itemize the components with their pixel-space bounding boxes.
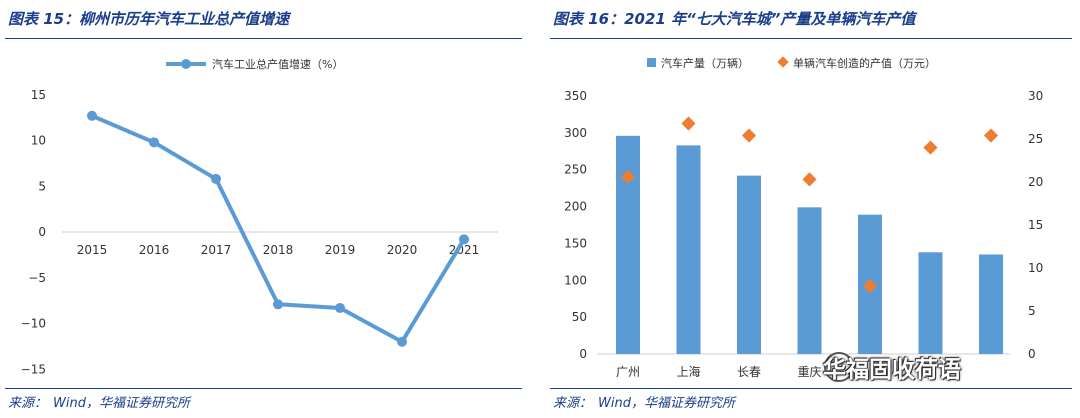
y-tick-label: 0 <box>38 225 46 239</box>
x-tick-label: 2020 <box>387 243 418 257</box>
figure-16-panel: 图表 16：2021 年“七大汽车城”产量及单辆汽车产值 汽车产量（万辆） 单辆汽… <box>545 0 1080 418</box>
figure-15-source: 来源： Wind，华福证券研究所 <box>8 392 196 411</box>
legend-diamond-swatch <box>777 56 789 68</box>
x-tick-label: 2016 <box>139 243 170 257</box>
production-bar <box>737 175 761 354</box>
x-tick-label: 2015 <box>77 243 108 257</box>
source-label: 来源： <box>8 396 48 411</box>
y2-tick-label: 15 <box>1028 218 1043 232</box>
growth-line-chart: 汽车工业总产值增速（%） 15 10 5 0 −5 −10 −15 2015 2016 2017 20… <box>21 57 498 376</box>
production-bar <box>918 252 943 354</box>
y-tick-label: −10 <box>21 317 46 331</box>
x-tick-label: 长春 <box>737 365 761 379</box>
legend-label: 单辆汽车创造的产值（万元） <box>793 56 936 70</box>
growth-data-point <box>459 234 469 245</box>
y2-tick-label: 0 <box>1028 347 1036 361</box>
y-tick-label: 15 <box>31 88 46 102</box>
wechat-logo-icon <box>824 352 854 382</box>
y2-tick-label: 5 <box>1028 304 1036 318</box>
legend-label: 汽车产量（万辆） <box>661 56 749 70</box>
growth-data-point <box>149 137 159 148</box>
y-tick-label: 300 <box>564 126 587 140</box>
source-text: Wind，华福证券研究所 <box>53 396 190 411</box>
legend-marker-swatch <box>181 59 191 69</box>
legend-label: 汽车工业总产值增速（%） <box>212 57 343 71</box>
y-tick-label: 10 <box>31 134 46 148</box>
growth-data-point <box>87 110 97 121</box>
x-tick-label: 广州 <box>616 365 640 379</box>
figure-16-title: 图表 16：2021 年“七大汽车城”产量及单辆汽车产值 <box>553 10 916 28</box>
y-tick-label: 50 <box>572 310 587 324</box>
title-rule <box>5 38 522 39</box>
figure-15-title: 图表 15：柳州市历年汽车工业总产值增速 <box>8 10 290 28</box>
per-vehicle-value-point <box>681 116 696 131</box>
x-tick-label: 上海 <box>676 364 700 379</box>
x-tick-label: 2019 <box>325 243 356 257</box>
y-tick-label: 200 <box>564 200 587 214</box>
per-vehicle-value-point <box>923 140 938 155</box>
production-bar <box>797 207 822 354</box>
y-tick-label: 0 <box>579 347 587 361</box>
source-text: Wind，华福证券研究所 <box>598 396 735 411</box>
source-rule <box>5 388 522 389</box>
production-bar <box>676 145 701 354</box>
watermark-text: 华福固收荷语 <box>823 357 961 383</box>
figure-15-panel: 图表 15：柳州市历年汽车工业总产值增速 汽车工业总产值增速（%） 15 10 5 0 −… <box>0 0 530 418</box>
per-vehicle-value-point <box>620 169 636 184</box>
per-vehicle-value-point <box>741 128 757 143</box>
per-vehicle-value-point <box>862 278 878 294</box>
production-bar <box>616 135 640 354</box>
y2-tick-label: 30 <box>1028 89 1043 103</box>
x-tick-label: 2018 <box>263 243 294 257</box>
figure-16-source: 来源： Wind，华福证券研究所 <box>553 392 741 411</box>
y-tick-label: 350 <box>564 89 587 103</box>
growth-data-point <box>273 299 283 310</box>
y-tick-label: 100 <box>564 273 587 287</box>
y2-tick-label: 25 <box>1028 132 1043 146</box>
title-rule <box>550 38 1072 39</box>
growth-data-point <box>335 302 345 313</box>
legend-bar-swatch <box>647 58 656 67</box>
growth-data-point <box>397 336 407 347</box>
per-vehicle-value-point <box>983 128 999 143</box>
x-tick-label: 重庆 <box>797 365 821 379</box>
source-label: 来源： <box>553 396 593 411</box>
source-rule <box>550 388 1072 389</box>
y-tick-label: 150 <box>564 236 587 250</box>
y-tick-label: 250 <box>564 163 587 177</box>
x-tick-label: 2017 <box>201 243 232 257</box>
production-combo-chart: 汽车产量（万辆） 单辆汽车创造的产值（万元）3503002502001501005… <box>564 56 1043 379</box>
per-vehicle-value-point <box>802 172 817 187</box>
y2-tick-label: 20 <box>1028 175 1043 189</box>
y-tick-label: −15 <box>21 362 46 376</box>
growth-data-point <box>211 173 221 184</box>
y2-tick-label: 10 <box>1028 261 1043 275</box>
y-tick-label: 5 <box>38 179 46 193</box>
production-bar <box>979 254 1003 354</box>
y-tick-label: −5 <box>28 271 46 285</box>
